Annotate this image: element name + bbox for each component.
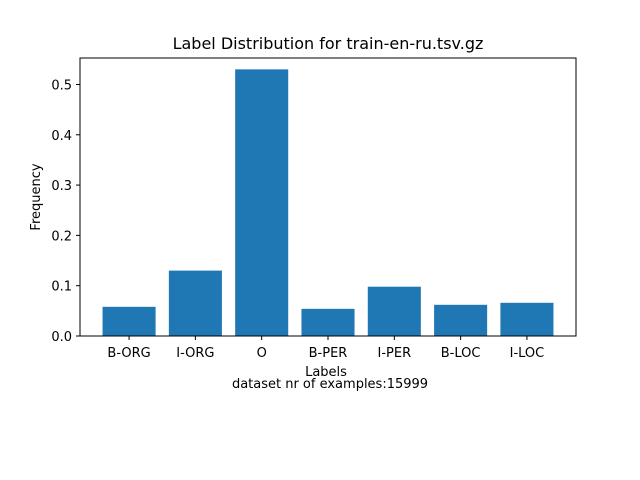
x-tick-label: B-PER bbox=[309, 346, 348, 361]
bar-i-org bbox=[168, 270, 222, 336]
dataset-caption: dataset nr of examples:15999 bbox=[232, 377, 428, 392]
bar-i-loc bbox=[500, 302, 554, 336]
plot-frame bbox=[79, 57, 577, 337]
y-axis-ticks: 0.0 0.1 0.2 0.3 0.4 0.5 bbox=[51, 78, 80, 345]
y-tick-label: 0.1 bbox=[51, 280, 72, 295]
y-tick-label: 0.2 bbox=[51, 229, 72, 244]
y-axis-label: Frequency bbox=[29, 163, 44, 230]
bar-o bbox=[235, 69, 289, 337]
bar-i-per bbox=[367, 286, 421, 336]
x-tick-label: I-LOC bbox=[510, 346, 545, 361]
x-tick-label: O bbox=[257, 346, 267, 361]
x-tick-label: I-ORG bbox=[176, 346, 214, 361]
y-tick-label: 0.5 bbox=[51, 78, 72, 93]
x-tick-label: B-LOC bbox=[441, 346, 481, 361]
bar-b-loc bbox=[434, 304, 488, 336]
x-tick-label: B-ORG bbox=[107, 346, 150, 361]
y-tick-label: 0.0 bbox=[51, 330, 72, 345]
y-tick-label: 0.3 bbox=[51, 179, 72, 194]
bars-group bbox=[102, 69, 554, 337]
x-axis-label: Labels bbox=[305, 365, 347, 380]
bar-b-org bbox=[102, 306, 156, 336]
x-axis-ticks: B-ORG I-ORG O B-PER I-PER B-LOC I-LOC bbox=[107, 336, 544, 361]
x-tick-label: I-PER bbox=[377, 346, 411, 361]
y-tick-label: 0.4 bbox=[51, 129, 72, 144]
chart-title: Label Distribution for train-en-ru.tsv.g… bbox=[173, 34, 484, 53]
bar-b-per bbox=[301, 308, 355, 336]
